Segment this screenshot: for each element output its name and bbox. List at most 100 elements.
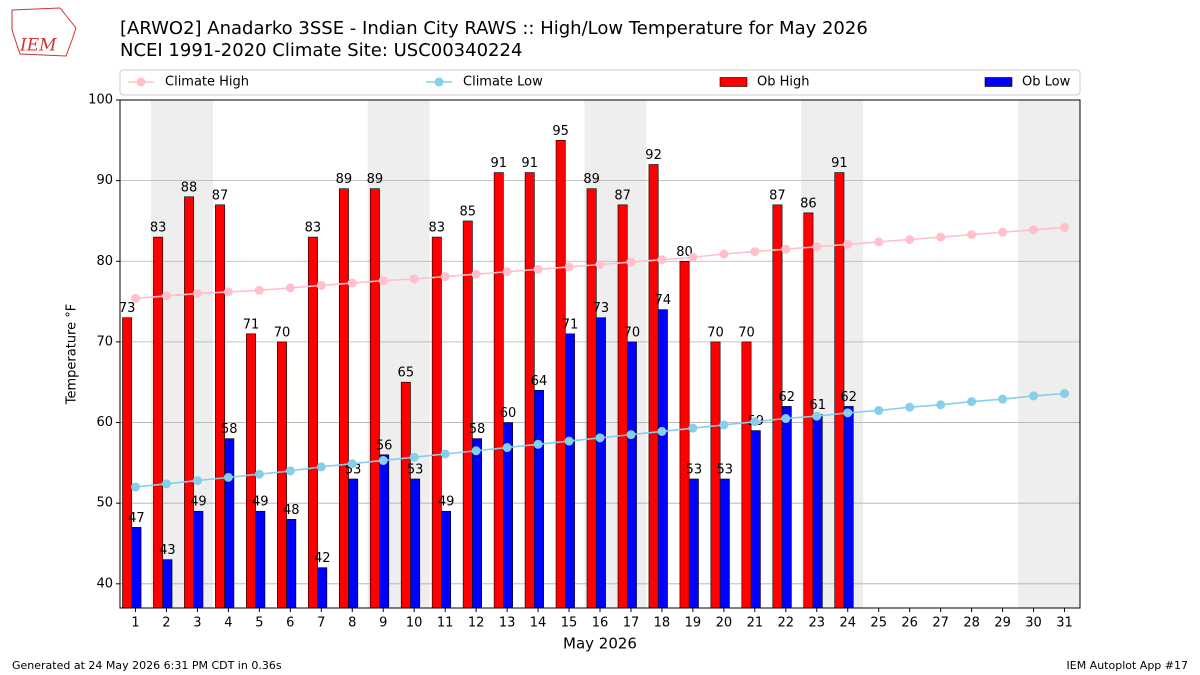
marker [657,255,667,265]
bar [524,172,535,609]
x-tick-label: 16 [592,616,609,631]
bar [224,438,235,609]
marker [967,397,977,407]
value-label: 70 [738,325,755,340]
value-label: 53 [407,462,424,477]
bar [131,527,142,609]
marker [626,257,636,267]
x-tick-label: 7 [317,616,325,631]
bar [122,317,133,609]
x-tick-label: 11 [437,616,454,631]
value-label: 83 [150,221,167,236]
marker [347,278,357,288]
marker [533,264,543,274]
marker [750,247,760,257]
x-tick-label: 23 [809,616,826,631]
marker [781,244,791,254]
marker [1060,389,1070,399]
x-tick-label: 6 [286,616,294,631]
marker [843,408,853,418]
value-label: 64 [531,374,548,389]
marker [378,276,388,286]
bar [688,478,699,609]
value-label: 87 [769,188,786,203]
value-label: 62 [778,390,795,405]
marker [130,293,140,303]
x-tick-label: 18 [654,616,671,631]
bar [246,333,256,609]
y-axis-label: Temperature °F [65,304,80,405]
bar [379,454,390,609]
marker [812,242,822,252]
marker [347,459,357,469]
value-label: 49 [438,495,455,510]
value-label: 73 [593,301,610,316]
marker [161,291,171,301]
bar [255,510,266,609]
footer-left: Generated at 24 May 2026 6:31 PM CDT in … [12,659,282,672]
marker [874,237,884,247]
bar [493,172,504,609]
bar [348,478,359,609]
x-tick-label: 2 [162,616,170,631]
marker [905,234,915,244]
value-label: 58 [469,422,486,437]
bar [679,260,690,609]
marker [502,443,512,453]
bar [317,567,328,609]
value-label: 62 [840,390,857,405]
marker [812,411,822,421]
marker [595,433,605,443]
value-label: 87 [212,188,229,203]
x-tick-label: 8 [348,616,356,631]
x-tick-label: 14 [530,616,547,631]
marker [936,232,946,242]
x-tick-label: 17 [623,616,640,631]
bar [781,406,792,609]
bar [472,438,483,609]
bar [741,341,752,609]
legend-box [119,69,1081,96]
x-tick-label: 24 [839,616,856,631]
x-tick-label: 25 [870,616,887,631]
bar [626,341,637,609]
value-label: 89 [367,172,384,187]
bar [286,519,297,609]
marker [440,272,450,282]
y-tick-label: 100 [88,93,113,108]
marker [471,446,481,456]
bar [586,188,597,609]
marker [1029,391,1039,401]
y-tick-label: 40 [96,576,113,591]
marker [967,230,977,240]
y-tick-label: 90 [96,173,113,188]
marker [657,426,667,436]
value-label: 70 [707,325,724,340]
value-label: 42 [314,551,331,566]
bar [410,478,421,609]
bar [812,414,823,609]
value-label: 89 [336,172,353,187]
marker [254,469,264,479]
marker [223,472,233,482]
value-label: 92 [645,148,662,163]
bar [719,478,730,609]
legend-label: Ob High [757,75,810,90]
bar [843,406,854,609]
marker [130,482,140,492]
marker [502,267,512,277]
marker [626,430,636,440]
legend-swatch [984,77,1013,87]
x-tick-label: 12 [468,616,485,631]
value-label: 65 [398,366,415,381]
value-label: 86 [800,196,817,211]
value-label: 91 [831,156,848,171]
bar [162,559,173,609]
value-label: 49 [190,495,207,510]
marker [285,283,295,293]
marker [1029,225,1039,235]
bar [534,389,544,609]
x-tick-label: 1 [131,616,139,631]
x-tick-label: 21 [747,616,764,631]
